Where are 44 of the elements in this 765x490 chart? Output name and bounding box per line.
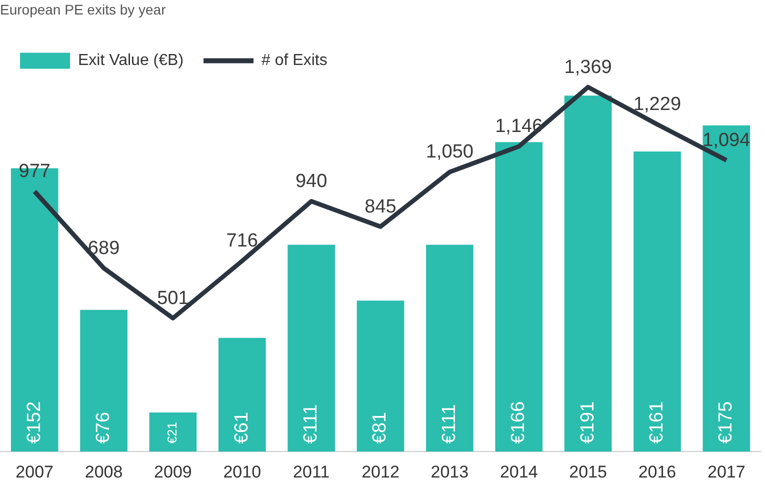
bar [702, 125, 750, 452]
data-label: 1,050 [426, 142, 474, 163]
x-tick-label: 2012 [362, 462, 400, 482]
x-tick-label: 2014 [500, 462, 538, 482]
bar [288, 244, 335, 452]
data-label: €175 [716, 401, 737, 444]
data-label: 845 [364, 196, 396, 218]
x-tick-label: 2011 [293, 462, 330, 482]
legend-label: Exit Value (€B) [78, 52, 184, 70]
chart-title: European PE exits by year [0, 1, 166, 18]
bar [80, 310, 128, 452]
data-label: 716 [226, 230, 258, 252]
bar [495, 142, 543, 452]
data-label: 940 [295, 171, 328, 192]
x-tick-label: 2007 [16, 462, 54, 482]
x-tick-label: 2010 [223, 462, 262, 482]
data-label: €61 [231, 412, 252, 444]
data-label: 1,369 [564, 56, 612, 78]
data-label: €161 [646, 401, 668, 444]
bar [634, 151, 681, 452]
data-label: €21 [164, 422, 180, 444]
data-label: 689 [88, 238, 120, 259]
x-tick-label: 2009 [154, 462, 192, 482]
data-label: €76 [93, 412, 114, 444]
legend-label: # of Exits [262, 52, 328, 70]
data-label: €111 [300, 404, 322, 444]
data-label: 501 [157, 288, 189, 309]
x-tick-label: 2016 [638, 462, 676, 482]
bar [564, 96, 612, 452]
bar [356, 300, 404, 452]
x-tick-label: 2017 [707, 462, 746, 482]
data-label: €191 [577, 401, 598, 444]
x-tick-label: 2013 [430, 462, 469, 482]
data-label: 1,229 [633, 94, 681, 116]
bar [149, 412, 197, 452]
data-label: €152 [24, 401, 45, 444]
x-tick-label: 2015 [569, 462, 607, 482]
data-label: €166 [508, 401, 530, 444]
bar [426, 244, 474, 452]
data-label: €111 [438, 404, 460, 444]
bar [218, 338, 266, 452]
data-label: €81 [370, 412, 391, 444]
data-label: 1,094 [702, 130, 751, 152]
x-tick-label: 2008 [84, 462, 123, 482]
